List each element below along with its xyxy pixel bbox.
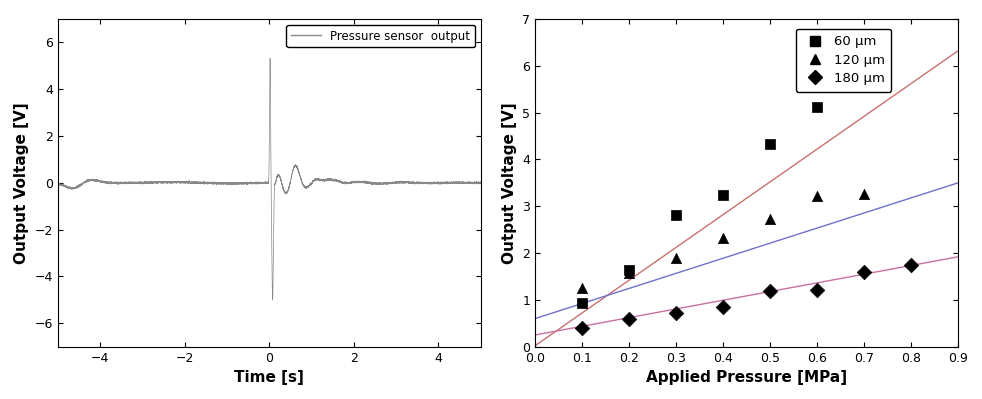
Point (715, 304, 731, 310)
Point (856, 191, 872, 198)
Point (856, 269, 872, 275)
Point (809, 193, 825, 199)
Y-axis label: Output Voltage [V]: Output Voltage [V] (502, 102, 517, 264)
Point (762, 288, 778, 294)
Y-axis label: Output Voltage [V]: Output Voltage [V] (14, 102, 28, 264)
Point (574, 285, 590, 291)
Point (715, 234, 731, 241)
Point (762, 141, 778, 148)
X-axis label: Time [s]: Time [s] (235, 370, 304, 385)
Point (715, 192, 731, 199)
Point (668, 255, 683, 261)
X-axis label: Applied Pressure [MPa]: Applied Pressure [MPa] (646, 370, 847, 385)
Point (622, 269, 637, 276)
Point (622, 315, 637, 322)
Point (809, 286, 825, 293)
Point (809, 104, 825, 110)
Point (574, 300, 590, 306)
Legend: 60 μm, 120 μm, 180 μm: 60 μm, 120 μm, 180 μm (795, 29, 892, 91)
Point (574, 325, 590, 331)
Point (668, 211, 683, 218)
Point (762, 216, 778, 223)
Point (668, 309, 683, 316)
Point (622, 267, 637, 274)
Legend: Pressure sensor  output: Pressure sensor output (287, 25, 475, 47)
Point (903, 262, 919, 268)
